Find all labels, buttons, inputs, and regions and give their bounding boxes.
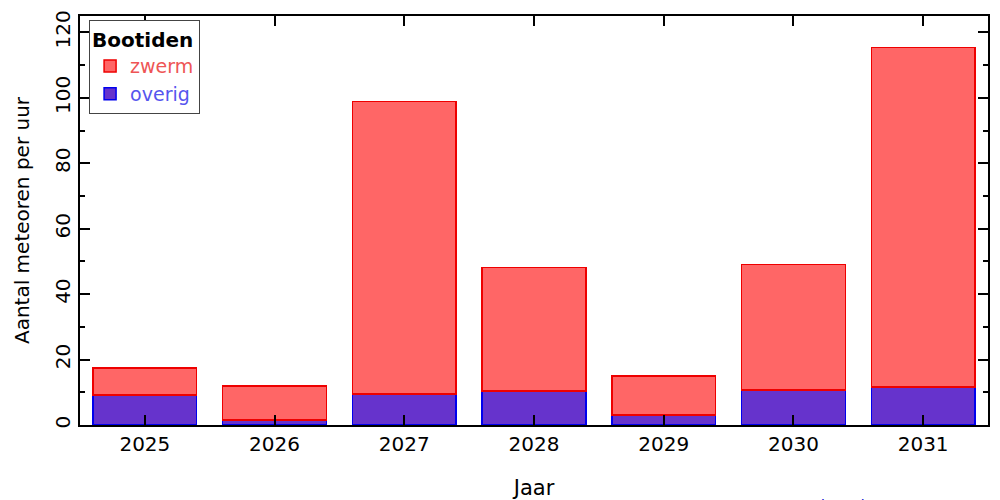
svg-text:2029: 2029 xyxy=(638,432,689,456)
svg-text:20: 20 xyxy=(51,344,75,369)
svg-text:2026: 2026 xyxy=(249,432,300,456)
svg-text:2031: 2031 xyxy=(898,432,949,456)
svg-text:zwerm: zwerm xyxy=(130,55,193,77)
svg-text:0: 0 xyxy=(51,416,75,429)
svg-text:Bootiden: Bootiden xyxy=(92,28,193,52)
svg-text:2030: 2030 xyxy=(768,432,819,456)
svg-text:overig: overig xyxy=(130,83,190,105)
svg-text:60: 60 xyxy=(51,213,75,238)
svg-text:2025: 2025 xyxy=(119,432,170,456)
svg-text:Aantal meteoren per uur: Aantal meteoren per uur xyxy=(10,96,34,344)
svg-text:Jaar: Jaar xyxy=(512,476,555,500)
svg-text:2028: 2028 xyxy=(509,432,560,456)
svg-text:40: 40 xyxy=(51,278,75,303)
svg-text:80: 80 xyxy=(51,148,75,173)
svg-text:hemel.waarnemen.com: hemel.waarnemen.com xyxy=(821,497,986,500)
svg-text:2027: 2027 xyxy=(379,432,430,456)
svg-text:120: 120 xyxy=(51,10,75,48)
svg-text:100: 100 xyxy=(51,76,75,114)
